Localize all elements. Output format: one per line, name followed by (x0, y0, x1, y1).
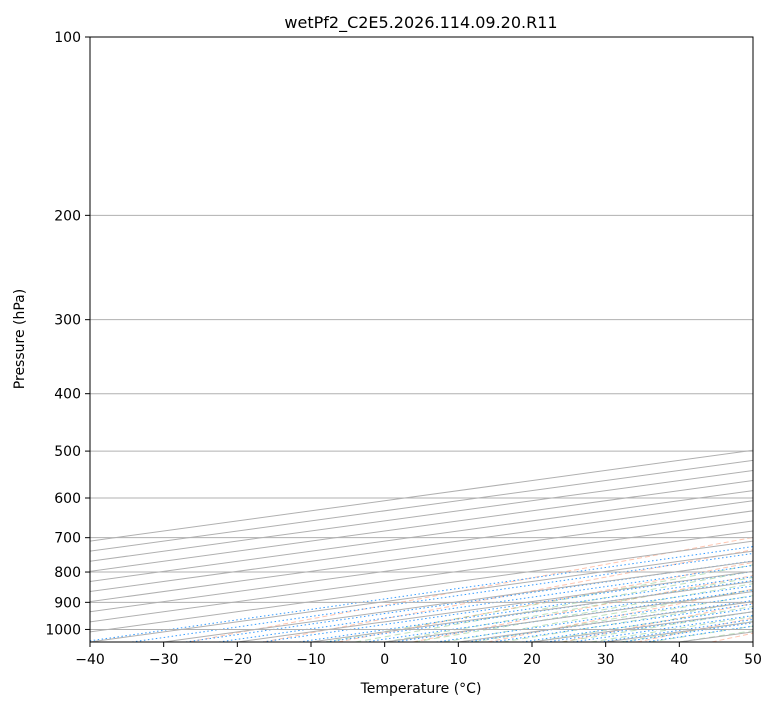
y-tick-label: 800 (54, 565, 81, 581)
x-tick-label: 20 (523, 652, 541, 668)
dry-adiabat-line (188, 536, 753, 642)
y-axis-ticks: 100 200 300 400 500 600 700 800 900 1000 (45, 30, 90, 638)
y-tick-label: 700 (54, 531, 81, 547)
x-axis-ticks: −40 −30 −20 −10 0 10 20 30 40 50 (75, 642, 762, 668)
x-tick-label: −40 (75, 652, 105, 668)
y-axis-label: Pressure (hPa) (12, 289, 28, 389)
x-tick-label: −10 (296, 652, 326, 668)
dry-adiabats (188, 536, 753, 642)
mixing-ratio-line (326, 579, 753, 642)
y-tick-label: 500 (54, 444, 81, 460)
plot-background (90, 37, 753, 642)
x-axis-label: Temperature (°C) (360, 681, 482, 697)
isotherm-gridline (90, 459, 753, 552)
chart-title: wetPf2_C2E5.2026.114.09.20.R11 (284, 13, 557, 33)
isotherm-gridline (90, 520, 753, 613)
plot-frame (89, 36, 754, 643)
x-tick-label: −20 (223, 652, 253, 668)
y-tick-label: 400 (54, 387, 81, 403)
y-tick-label: 600 (54, 491, 81, 507)
isotherm-gridlines (90, 449, 753, 642)
isotherm-gridline (90, 540, 753, 633)
y-tick-label: 1000 (45, 622, 81, 638)
x-tick-label: 0 (380, 652, 389, 668)
mixing-ratio-line (262, 571, 753, 642)
isotherm-gridline (90, 530, 753, 623)
y-tick-label: 300 (54, 313, 81, 329)
x-tick-label: 50 (744, 652, 762, 668)
mixing-ratio-line (299, 576, 753, 642)
isotherm-gridline (90, 469, 753, 562)
dry-adiabat-line (412, 574, 753, 642)
isotherm-gridline (90, 480, 753, 572)
pressure-gridlines (90, 37, 753, 630)
isotherm-gridline (90, 490, 753, 582)
y-tick-label: 200 (54, 208, 81, 224)
x-tick-label: 30 (597, 652, 615, 668)
dry-adiabat-line (263, 549, 753, 642)
x-tick-label: 40 (670, 652, 688, 668)
mixing-ratio-lines: 0.10.20.40.611.52346810131620253036 (90, 546, 753, 642)
y-tick-label: 100 (54, 30, 81, 46)
y-tick-label: 900 (54, 595, 81, 611)
x-tick-label: 10 (449, 652, 467, 668)
isotherm-gridline (90, 510, 753, 603)
moist-adiabat-line (384, 576, 753, 642)
isotherm-gridline (90, 500, 753, 593)
mixing-ratio-line (365, 585, 753, 642)
x-tick-label: −30 (149, 652, 179, 668)
